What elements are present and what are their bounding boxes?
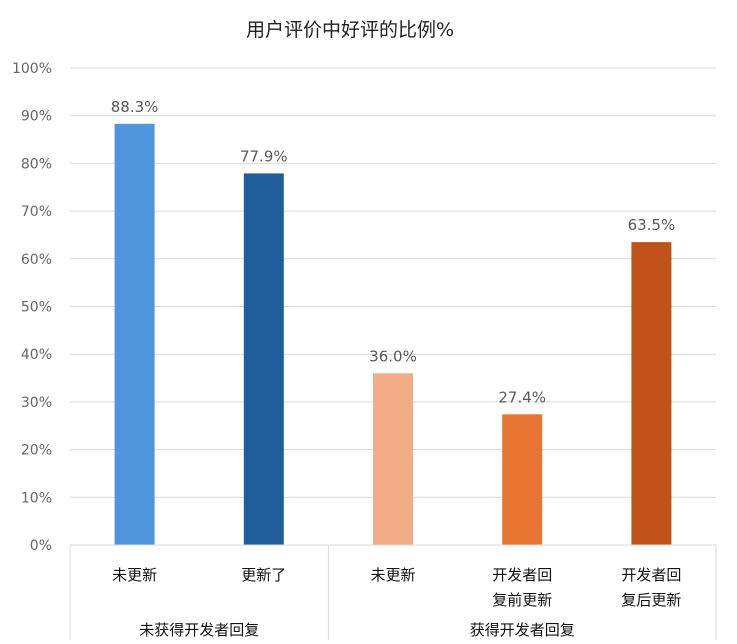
y-tick-label: 50% — [21, 300, 52, 316]
bar — [243, 173, 284, 546]
y-tick-label: 100% — [12, 61, 52, 77]
data-label: 36.0% — [369, 347, 417, 365]
bar — [631, 242, 672, 546]
gridlines — [70, 67, 716, 498]
data-labels: 88.3% 77.9% 36.0% 27.4% 63.5% — [111, 98, 675, 406]
y-tick-label: 80% — [21, 156, 52, 172]
y-tick-label: 10% — [21, 490, 52, 506]
group-label: 获得开发者回复 — [470, 621, 575, 639]
y-axis-ticks: 0% 10% 20% 30% 40% 50% 60% 70% 80% 90% 100% — [12, 61, 52, 554]
y-tick-label: 40% — [21, 347, 52, 363]
data-label: 63.5% — [628, 216, 676, 234]
bar — [502, 414, 543, 545]
y-tick-label: 20% — [21, 443, 52, 459]
x-tick-label: 开发者回复后更新 — [621, 566, 681, 609]
x-tick-label: 未更新 — [112, 566, 157, 584]
bar — [114, 123, 155, 546]
y-tick-label: 70% — [21, 204, 52, 220]
bar — [373, 373, 413, 545]
chart-title: 用户评价中好评的比例% — [246, 19, 454, 41]
y-tick-label: 30% — [21, 395, 52, 411]
x-tick-label: 更新了 — [241, 566, 286, 584]
y-tick-label: 60% — [21, 252, 52, 268]
x-tick-label: 未更新 — [370, 566, 415, 584]
data-label: 27.4% — [498, 388, 546, 406]
data-label: 77.9% — [240, 147, 288, 165]
data-label: 88.3% — [111, 98, 159, 116]
y-tick-label: 90% — [21, 109, 52, 125]
group-label: 未获得开发者回复 — [139, 621, 259, 639]
bars — [114, 123, 672, 546]
x-tick-label: 开发者回复前更新 — [492, 566, 552, 609]
y-tick-label: 0% — [30, 538, 52, 554]
